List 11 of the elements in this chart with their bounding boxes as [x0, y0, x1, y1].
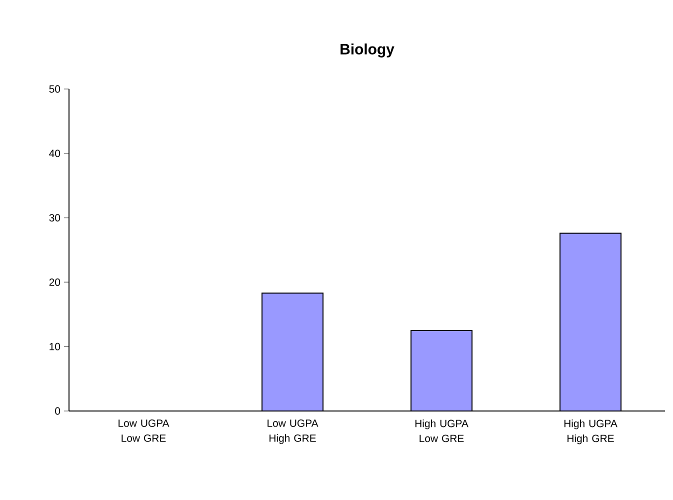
y-tick-label: 40 — [49, 150, 60, 158]
x-tick-label: Low UGPA Low GRE — [118, 420, 170, 442]
y-tick-label: 0 — [55, 407, 60, 415]
x-tick-label: High UGPA High GRE — [564, 420, 618, 444]
chart-title: Biology — [340, 43, 394, 58]
y-tick-label: 50 — [49, 85, 60, 93]
y-tick-label: 20 — [49, 278, 60, 286]
x-tick-label: High UGPA Low GRE — [415, 420, 468, 442]
y-tick-label: 30 — [49, 214, 60, 222]
x-tick-label: Low UGPA High GRE — [268, 420, 318, 444]
y-tick-label: 10 — [50, 342, 60, 350]
